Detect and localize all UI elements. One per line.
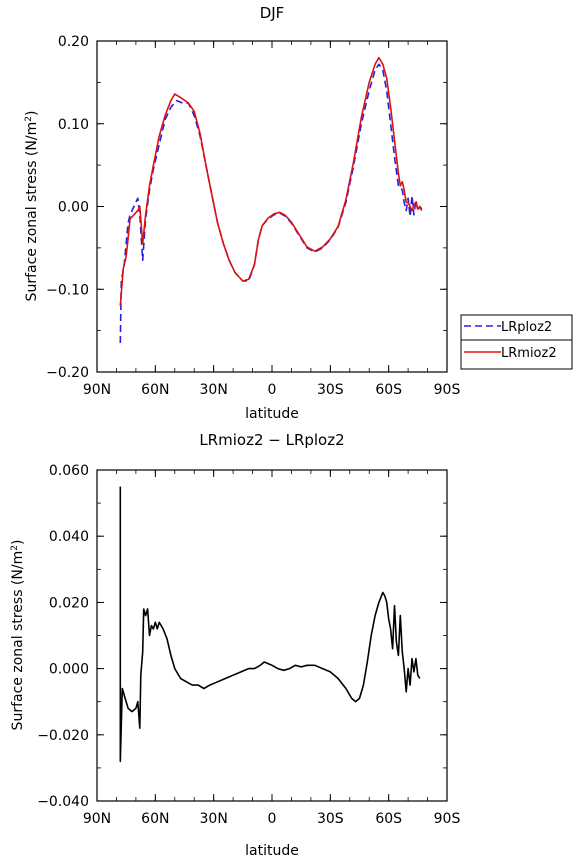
- chart-top-xtick-label: 90S: [434, 382, 461, 398]
- chart-bottom-xtick-label: 60N: [141, 811, 169, 827]
- legend-label-1: LRploz2: [501, 320, 552, 335]
- chart-bottom-xtick-label: 60S: [375, 811, 402, 827]
- chart-bottom-xtick-label: 90S: [434, 811, 461, 827]
- chart-bottom-ylabel: Surface zonal stress (N/m2): [10, 540, 26, 731]
- chart-top-title: DJF: [260, 4, 285, 22]
- chart-bottom-ytick-label: 0.060: [49, 463, 89, 479]
- chart-top-plot-frame: [96, 40, 448, 373]
- chart-bottom-ytick-label: 0.000: [49, 662, 89, 678]
- chart-top-xtick-label: 60S: [375, 382, 402, 398]
- chart-bottom-xlabel: latitude: [245, 843, 299, 859]
- chart-bottom-ytick-label: −0.020: [37, 728, 89, 744]
- chart-top-ytick-label: 0.10: [58, 117, 89, 133]
- chart-top-ytick-label: 0.20: [58, 34, 89, 50]
- chart-top-xtick-label: 0: [268, 382, 277, 398]
- legend: LRploz2 LRmioz2: [460, 314, 573, 370]
- chart-top-xtick-label: 30S: [317, 382, 344, 398]
- chart-top-xtick-label: 90N: [83, 382, 111, 398]
- chart-top-ticks: 90N 60N 30N 0 30S 60S 90S −0.20 −0.10 0.00 0.10 0.2…: [46, 34, 460, 398]
- chart-top-series: [119, 56, 423, 344]
- chart-top-ylabel: Surface zonal stress (N/m2): [24, 111, 40, 302]
- chart-top-xtick-label: 30N: [200, 382, 228, 398]
- chart-bottom-xtick-label: 0: [268, 811, 277, 827]
- chart-bottom-title: LRmioz2 − LRploz2: [199, 431, 344, 449]
- chart-bottom-series-line-diff: [119, 486, 421, 763]
- chart-top: DJF 90N 60N 30N 0 30S 60S 90S −0.20 −0.10 0.00 0.1…: [24, 4, 573, 422]
- chart-bottom-series: [119, 486, 421, 763]
- chart-bottom-ytick-label: −0.040: [37, 794, 89, 810]
- chart-bottom-ytick-label: 0.040: [49, 529, 89, 545]
- legend-label-2: LRmioz2: [501, 346, 557, 361]
- chart-bottom-xtick-label: 90N: [83, 811, 111, 827]
- chart-bottom-ytick-label: 0.020: [49, 595, 89, 611]
- chart-bottom-xtick-label: 30S: [317, 811, 344, 827]
- chart-top-series-line-lrmioz2: [119, 56, 423, 306]
- chart-top-xtick-label: 60N: [141, 382, 169, 398]
- chart-bottom-xtick-label: 30N: [200, 811, 228, 827]
- chart-bottom-ticks: 90N 60N 30N 0 30S 60S 90S −0.040 −0.020 0.000 0.02…: [37, 463, 460, 827]
- chart-bottom: LRmioz2 − LRploz2 90N 60N 30N 0 30S 60S 90S −0.…: [10, 431, 460, 859]
- chart-top-ytick-label: −0.10: [46, 282, 89, 298]
- legend-box-2: [460, 339, 573, 370]
- chart-top-ytick-label: −0.20: [46, 365, 89, 381]
- chart-top-series-line-lrploz2: [119, 63, 423, 344]
- chart-top-ytick-label: 0.00: [58, 200, 89, 216]
- chart-top-xlabel: latitude: [245, 406, 299, 422]
